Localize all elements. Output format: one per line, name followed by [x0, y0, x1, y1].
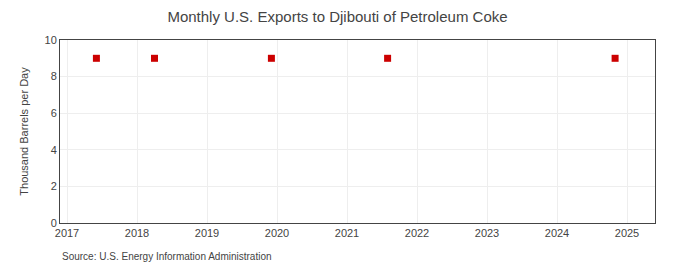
svg-text:Monthly U.S. Exports to Djibou: Monthly U.S. Exports to Djibouti of Petr…	[167, 8, 507, 25]
svg-text:2: 2	[51, 180, 57, 192]
svg-text:10: 10	[45, 34, 57, 46]
svg-text:2023: 2023	[475, 227, 499, 239]
svg-text:2024: 2024	[545, 227, 569, 239]
svg-text:2020: 2020	[265, 227, 289, 239]
svg-text:2022: 2022	[405, 227, 429, 239]
svg-text:2019: 2019	[195, 227, 219, 239]
svg-text:2018: 2018	[125, 227, 149, 239]
svg-text:2025: 2025	[615, 227, 639, 239]
svg-text:2021: 2021	[335, 227, 359, 239]
svg-text:0: 0	[51, 217, 57, 229]
svg-text:2017: 2017	[55, 227, 79, 239]
svg-text:Source: U.S. Energy Informatio: Source: U.S. Energy Information Administ…	[62, 251, 272, 262]
svg-text:Thousand Barrels per Day: Thousand Barrels per Day	[18, 67, 30, 196]
svg-text:6: 6	[51, 107, 57, 119]
svg-text:4: 4	[51, 144, 57, 156]
svg-text:8: 8	[51, 70, 57, 82]
